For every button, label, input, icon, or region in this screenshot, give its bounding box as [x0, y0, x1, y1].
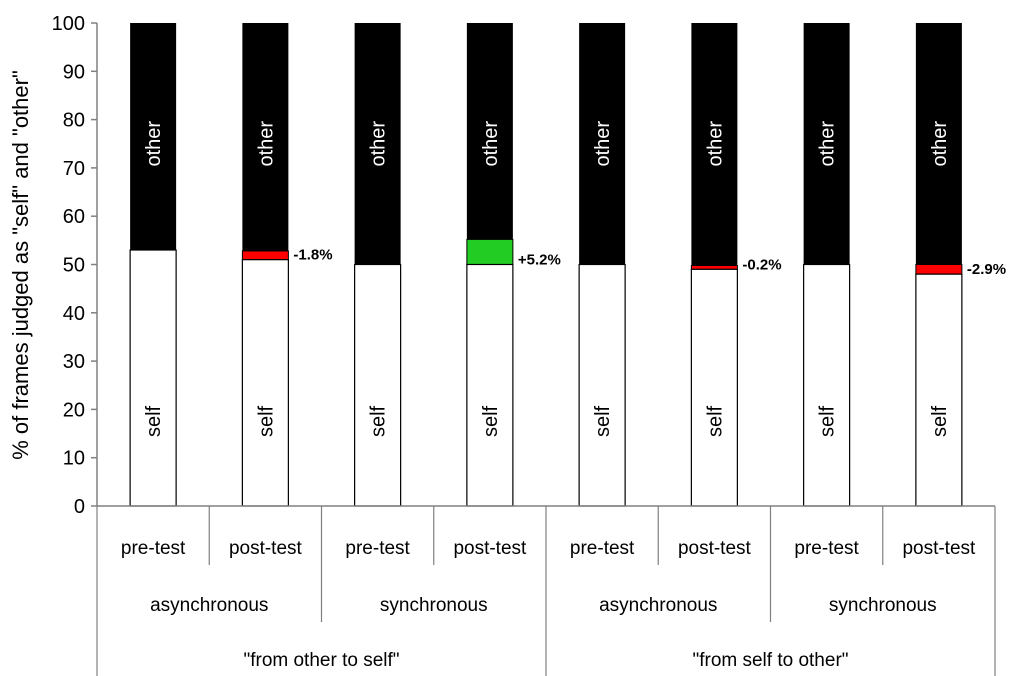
- y-tick-label: 60: [63, 206, 85, 228]
- bar-other-segment: [242, 23, 289, 251]
- bar-label-other: other: [255, 121, 277, 167]
- y-tick-label: 30: [63, 351, 85, 373]
- x-category-label: post-test: [902, 538, 976, 559]
- bar-self-segment: [690, 268, 738, 507]
- bar-self-segment: [578, 263, 626, 507]
- x-group-label: synchronous: [380, 595, 488, 616]
- x-category-label: pre-test: [121, 538, 186, 559]
- x-group-label: asynchronous: [150, 595, 268, 616]
- y-tick-label: 0: [74, 496, 85, 518]
- x-condition-label: "from other to self": [243, 650, 399, 671]
- y-tick-label: 80: [63, 110, 85, 132]
- x-condition-label: "from self to other": [692, 650, 848, 671]
- y-tick-label: 70: [63, 158, 85, 180]
- x-category-label: pre-test: [345, 538, 410, 559]
- bar-label-other: other: [929, 121, 951, 167]
- bar-change-segment: [466, 238, 514, 266]
- y-axis: 0 10 20 30 40 50 60 70 80 90 100: [52, 13, 98, 518]
- x-group-label: asynchronous: [599, 595, 717, 616]
- bar-label-other: other: [143, 121, 165, 167]
- bar-label-other: other: [592, 121, 614, 167]
- bar-other-segment: [130, 23, 177, 251]
- bar-change-segment: [915, 264, 963, 275]
- x-category-label: pre-test: [570, 538, 635, 559]
- y-tick-label: 20: [63, 399, 85, 421]
- y-tick-label: 10: [63, 448, 85, 470]
- bar-label-other: other: [368, 121, 390, 167]
- bar-self-segment: [803, 263, 851, 507]
- y-tick-label: 90: [63, 61, 85, 83]
- bar-label-other: other: [480, 121, 502, 167]
- x-axis: pre-test post-test pre-test post-test pre-te…: [96, 505, 996, 676]
- bar-label-self: self: [929, 405, 951, 437]
- bar-label-other: other: [817, 121, 839, 167]
- bars: other self other self -1.8% other self other sel…: [129, 23, 1006, 507]
- x-category-label: post-test: [678, 538, 752, 559]
- bar-other-segment: [691, 23, 738, 266]
- y-tick-label: 100: [52, 13, 85, 35]
- bar-other-segment: [354, 23, 401, 265]
- change-label: +5.2%: [518, 252, 561, 269]
- bar-label-self: self: [817, 405, 839, 437]
- y-axis-label: % of frames judged as "self" and "other": [8, 70, 33, 460]
- x-category-label: post-test: [229, 538, 303, 559]
- bar-other-segment: [466, 23, 513, 240]
- bar-self-segment: [241, 259, 289, 507]
- bar-label-self: self: [704, 405, 726, 437]
- bar-self-segment: [466, 263, 514, 507]
- change-label: -0.2%: [742, 256, 781, 273]
- x-category-label: pre-test: [794, 538, 859, 559]
- bar-self-segment: [354, 263, 402, 507]
- x-group-label: synchronous: [829, 595, 937, 616]
- bar-label-self: self: [255, 405, 277, 437]
- bar-label-other: other: [704, 121, 726, 167]
- change-label: -2.9%: [967, 261, 1006, 278]
- bar-change-segment: [241, 250, 289, 261]
- bar-self-segment: [915, 273, 963, 507]
- bar-other-segment: [803, 23, 850, 265]
- bar-other-segment: [915, 23, 962, 265]
- change-label: -1.8%: [293, 247, 332, 264]
- bar-label-self: self: [368, 405, 390, 437]
- bar-label-self: self: [143, 405, 165, 437]
- y-tick-label: 40: [63, 303, 85, 325]
- bar-self-segment: [129, 249, 177, 507]
- bar-other-segment: [579, 23, 626, 265]
- bar-label-self: self: [480, 405, 502, 437]
- bar-label-self: self: [592, 405, 614, 437]
- x-category-label: post-test: [453, 538, 527, 559]
- y-tick-label: 50: [63, 255, 85, 277]
